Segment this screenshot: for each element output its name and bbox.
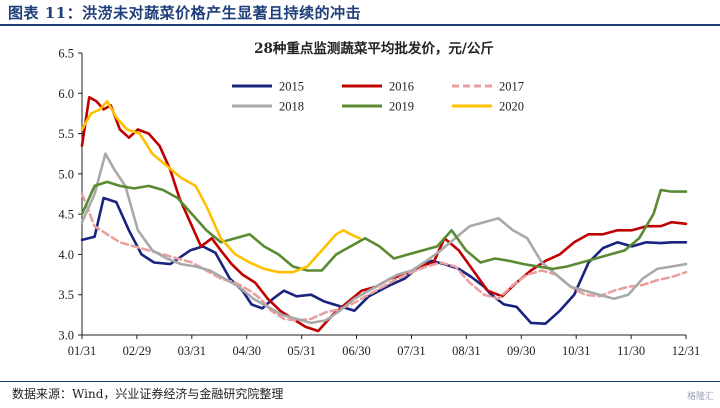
source-note: 数据来源：Wind，兴业证券经济与金融研究院整理 xyxy=(12,387,284,401)
series-line-2019 xyxy=(80,180,688,272)
x-tick-label: 02/29 xyxy=(123,344,151,358)
legend-label-2017: 2017 xyxy=(499,80,524,94)
x-tick-label: 11/30 xyxy=(617,344,645,358)
legend-label-2020: 2020 xyxy=(499,100,524,114)
y-tick-label: 3.5 xyxy=(58,288,74,302)
chart-title: 28种重点监测蔬菜平均批发价，元/公斤 xyxy=(254,40,494,57)
legend-label-2019: 2019 xyxy=(389,100,414,114)
series-line-2020 xyxy=(80,100,362,274)
x-tick-label: 05/31 xyxy=(287,344,315,358)
x-tick-labels: 01/31 02/29 03/31 04/30 05/31 06/30 07/31 08/31… xyxy=(68,335,700,358)
series-line-2015 xyxy=(80,196,688,326)
x-tick-label: 06/30 xyxy=(342,344,370,358)
legend: 2015 2016 2017 2018 2019 2020 xyxy=(232,80,524,114)
y-tick-label: 5.5 xyxy=(58,127,74,141)
legend-label-2015: 2015 xyxy=(279,80,304,94)
x-tick-label: 04/30 xyxy=(232,344,260,358)
x-tick-label: 03/31 xyxy=(178,344,206,358)
x-tick-label: 07/31 xyxy=(397,344,425,358)
y-tick-label: 6.5 xyxy=(58,47,74,61)
series-lines xyxy=(80,96,688,333)
y-tick-label: 5.0 xyxy=(58,167,74,181)
legend-label-2016: 2016 xyxy=(389,80,414,94)
x-tick-label: 10/31 xyxy=(562,344,590,358)
legend-label-2018: 2018 xyxy=(279,100,304,114)
y-tick-labels: 3.0 3.5 4.0 4.5 5.0 5.5 6.0 6.5 xyxy=(58,47,82,343)
series-line-2017 xyxy=(80,192,688,322)
y-tick-label: 4.0 xyxy=(58,248,74,262)
figure-title: 图表 11：洪涝未对蔬菜价格产生显著且持续的冲击 xyxy=(8,4,362,22)
source-rule xyxy=(0,381,720,382)
x-tick-label: 09/30 xyxy=(507,344,535,358)
y-tick-label: 6.0 xyxy=(58,87,74,101)
title-rule xyxy=(0,24,720,26)
x-tick-label: 12/31 xyxy=(672,344,700,358)
series-line-2016 xyxy=(80,96,688,333)
watermark-logo: 格隆汇 xyxy=(686,392,714,402)
series-line-2018 xyxy=(80,152,688,325)
x-tick-label: 08/31 xyxy=(452,344,480,358)
y-tick-label: 4.5 xyxy=(58,208,74,222)
y-tick-label: 3.0 xyxy=(58,329,74,343)
x-tick-label: 01/31 xyxy=(68,344,96,358)
